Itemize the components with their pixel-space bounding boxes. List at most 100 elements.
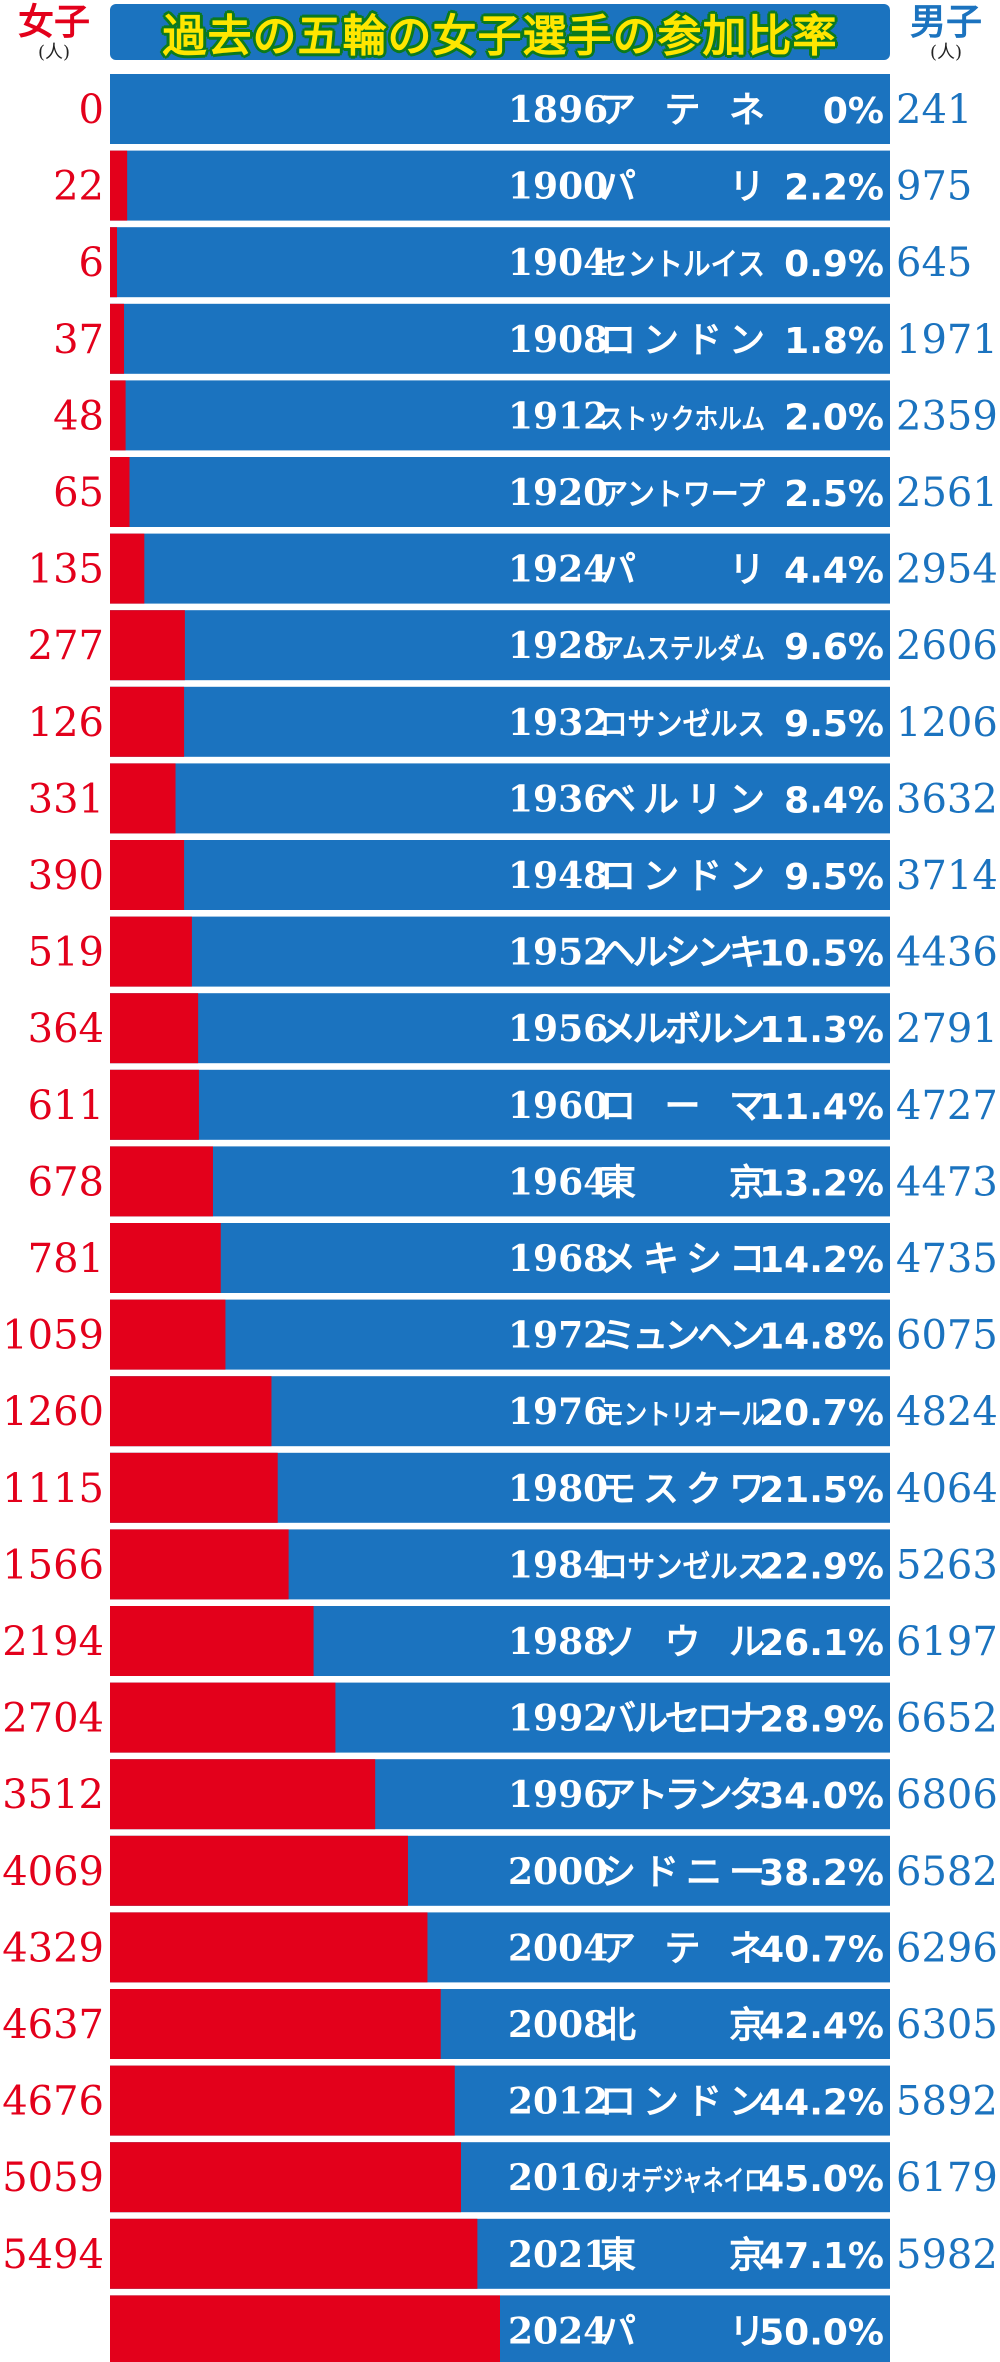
female-bar-1912: [110, 380, 126, 451]
pct-label-2000: 38.2%: [759, 1853, 884, 1894]
pct-label-2024: 50.0%: [759, 2312, 884, 2353]
male-count-1928: 2606: [896, 623, 998, 669]
female-count-1920: 65: [53, 470, 104, 516]
pct-label-1904: 0.9%: [784, 244, 884, 285]
male-count-1912: 2359: [896, 393, 998, 439]
city-label-1972: ミュンヘン: [600, 1316, 765, 1357]
male-count-1936: 3632: [896, 776, 998, 822]
male-header: 男子 (人): [892, 0, 1000, 62]
male-bar-1964: [110, 1146, 890, 1217]
male-count-2021: 5982: [896, 2232, 998, 2278]
city-label-1904: セントルイス: [600, 247, 765, 283]
pct-label-1900: 2.2%: [784, 168, 884, 209]
male-count-1932: 1206: [896, 700, 998, 746]
city-label-1988: ソウル: [600, 1622, 765, 1663]
year-label-1932: 1932: [508, 702, 608, 744]
year-label-1956: 1956: [508, 1008, 608, 1050]
male-count-1992: 6652: [896, 1696, 998, 1742]
male-count-1920: 2561: [896, 470, 998, 516]
male-count-1924: 2954: [896, 547, 998, 593]
pct-label-1952: 10.5%: [759, 934, 884, 975]
female-bar-1928: [110, 610, 185, 681]
female-bar-1996: [110, 1759, 376, 1830]
year-label-1964: 1964: [508, 1161, 608, 1203]
year-label-2012: 2012: [508, 2081, 608, 2123]
year-label-2016: 2016: [508, 2157, 608, 2199]
female-count-1980: 1115: [2, 1466, 104, 1512]
female-count-1968: 781: [28, 1236, 104, 1282]
pct-label-2004: 40.7%: [759, 1929, 884, 1970]
year-label-1996: 1996: [508, 1774, 608, 1816]
female-count-1924: 135: [28, 547, 104, 593]
year-label-2021: 2021: [508, 2234, 608, 2276]
male-bar-1912: [110, 380, 890, 451]
female-bar-1988: [110, 1606, 314, 1676]
female-count-1956: 364: [28, 1006, 104, 1052]
male-bar-1932: [110, 686, 890, 757]
female-count-1992: 2704: [2, 1696, 104, 1742]
female-bar-1908: [110, 303, 125, 374]
male-bar-1920: [110, 457, 890, 527]
year-label-2004: 2004: [508, 1927, 608, 1969]
female-bar-1956: [110, 993, 199, 1064]
pct-label-1912: 2.0%: [784, 397, 884, 438]
male-count-1896: 241: [896, 87, 972, 133]
year-label-1948: 1948: [508, 855, 608, 897]
female-bar-1900: [110, 150, 128, 221]
male-header-label: 男子: [909, 1, 982, 43]
female-bar-2024: [110, 2295, 500, 2362]
female-count-1904: 6: [79, 240, 104, 286]
female-bar-1936: [110, 763, 176, 834]
male-bar-1948: [110, 840, 890, 910]
title-banner: 過去の五輪の女子選手の参加比率: [110, 4, 890, 62]
female-count-1988: 2194: [2, 1619, 104, 1665]
city-label-1920: アントワープ: [600, 477, 766, 513]
female-count-1952: 519: [28, 930, 104, 976]
female-bar-1980: [110, 1452, 278, 1523]
female-bar-2021: [110, 2218, 478, 2289]
male-count-1984: 5263: [896, 1542, 998, 1588]
pct-label-1960: 11.4%: [759, 1087, 884, 1128]
male-count-1956: 2791: [896, 1006, 998, 1052]
female-count-2008: 4637: [2, 2002, 104, 2048]
female-bar-2012: [110, 2065, 455, 2136]
male-bar-1928: [110, 610, 890, 681]
male-count-1980: 4064: [896, 1466, 998, 1512]
male-count-1960: 4727: [896, 1083, 998, 1129]
female-count-2016: 5059: [2, 2155, 104, 2201]
male-bar-1904: [110, 227, 890, 298]
pct-label-1908: 1.8%: [784, 321, 884, 362]
female-count-1908: 37: [53, 317, 104, 363]
male-count-1908: 1971: [896, 317, 998, 363]
pct-label-1984: 22.9%: [759, 1546, 884, 1587]
male-count-1964: 4473: [896, 1159, 998, 1205]
year-label-1960: 1960: [508, 1085, 608, 1127]
female-count-1948: 390: [28, 853, 104, 899]
pct-label-1968: 14.2%: [759, 1240, 884, 1281]
male-bar-1960: [110, 1069, 890, 1140]
male-count-1976: 4824: [896, 1389, 998, 1435]
female-bar-1904: [110, 227, 118, 298]
male-bar-1956: [110, 993, 890, 1064]
city-label-1896: アテネ: [600, 90, 765, 131]
year-label-1980: 1980: [508, 1468, 608, 1510]
year-label-1904: 1904: [508, 242, 608, 284]
city-label-1912: ストックホルム: [600, 402, 765, 435]
female-count-1972: 1059: [2, 1313, 104, 1359]
male-count-2004: 6296: [896, 1925, 998, 1971]
male-count-1952: 4436: [896, 930, 998, 976]
male-header-unit: (人): [929, 42, 963, 63]
year-label-1992: 1992: [508, 1698, 608, 1740]
pct-label-2016: 45.0%: [759, 2159, 884, 2200]
pct-label-1992: 28.9%: [759, 1700, 884, 1741]
female-count-2000: 4069: [2, 1849, 104, 1895]
year-label-2024: 2024: [508, 2310, 608, 2352]
year-label-1984: 1984: [508, 1544, 608, 1586]
female-count-1996: 3512: [2, 1772, 104, 1818]
female-count-1932: 126: [28, 700, 104, 746]
city-label-2004: アテネ: [600, 1928, 765, 1969]
city-label-1952: ヘルシンキ: [600, 933, 765, 974]
female-header: 女子 (人): [0, 0, 108, 62]
pct-label-1928: 9.6%: [784, 627, 884, 668]
male-bar-1908: [110, 303, 890, 374]
